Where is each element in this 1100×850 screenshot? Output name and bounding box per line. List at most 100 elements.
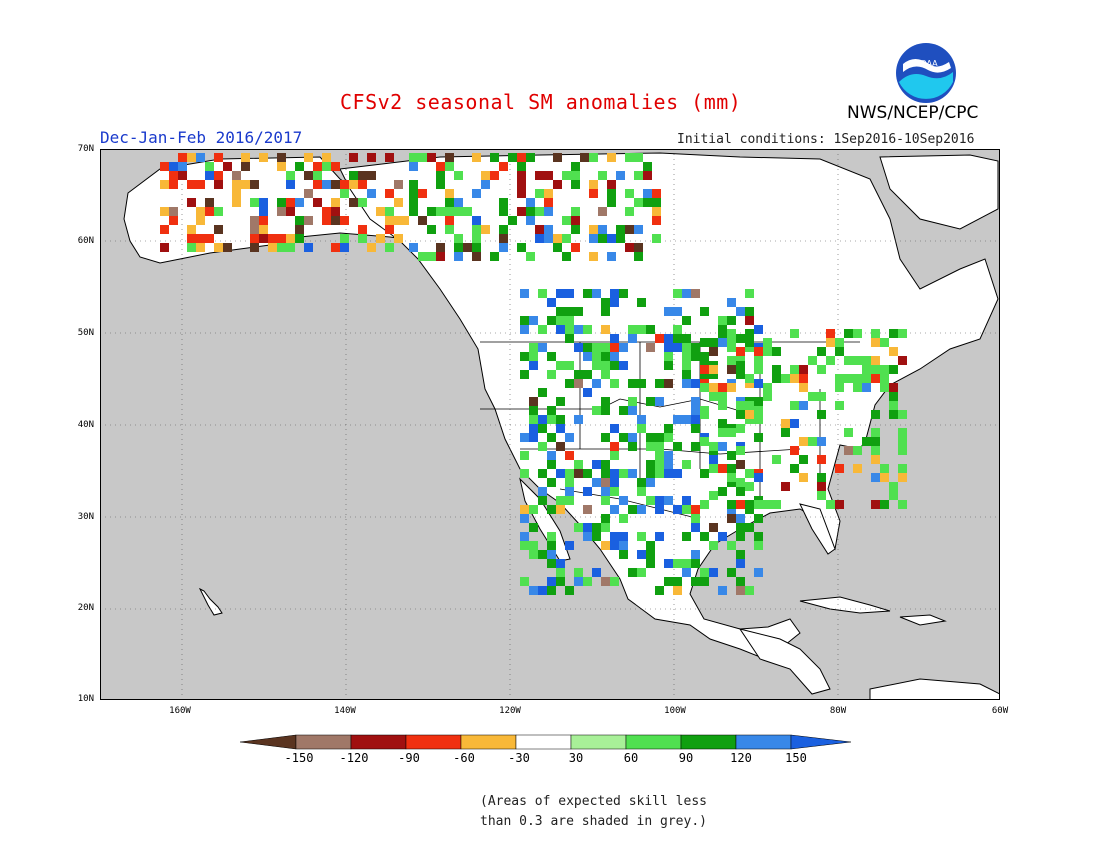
anomaly-cell [544,225,553,234]
anomaly-cell [835,383,844,392]
lat-label: 50N [77,328,94,338]
anomaly-cell [250,216,259,225]
anomaly-cell [646,496,655,505]
anomaly-cell [610,577,619,586]
anomaly-cell [763,383,772,392]
anomaly-cell [601,325,610,334]
anomaly-cell [808,437,817,446]
anomaly-cell [232,189,241,198]
anomaly-cell [871,356,880,365]
anomaly-cell [718,419,727,428]
anomaly-cell [709,442,718,451]
anomaly-cell [178,171,187,180]
anomaly-cell [862,374,871,383]
anomaly-cell [655,334,664,343]
anomaly-cell [736,352,745,361]
anomaly-cell [691,559,700,568]
anomaly-cell [601,406,610,415]
logo-text: NOAA [914,59,938,68]
anomaly-cell [754,514,763,523]
anomaly-cell [574,325,583,334]
anomaly-cell [637,298,646,307]
anomaly-cell [322,180,331,189]
anomaly-cell [547,550,556,559]
anomaly-cell [625,225,634,234]
anomaly-cell [571,216,580,225]
anomaly-cell [673,289,682,298]
anomaly-cell [643,198,652,207]
anomaly-cell [880,500,889,509]
anomaly-cell [601,514,610,523]
anomaly-cell [538,586,547,595]
anomaly-cell [853,464,862,473]
anomaly-cell [259,207,268,216]
anomaly-cell [610,532,619,541]
anomaly-cell [862,356,871,365]
anomaly-cell [259,153,268,162]
anomaly-cell [625,207,634,216]
anomaly-cell [562,234,571,243]
anomaly-cell [196,234,205,243]
anomaly-cell [565,289,574,298]
anomaly-cell [700,532,709,541]
anomaly-cell [409,198,418,207]
map-frame [100,149,1000,700]
anomaly-cell [646,343,655,352]
anomaly-cell [598,171,607,180]
anomaly-cell [529,397,538,406]
anomaly-cell [655,397,664,406]
anomaly-cell [589,252,598,261]
anomaly-cell [565,433,574,442]
anomaly-cell [646,433,655,442]
anomaly-cell [607,180,616,189]
anomaly-cell [436,252,445,261]
anomaly-cell [700,577,709,586]
anomaly-cell [709,541,718,550]
anomaly-cell [664,469,673,478]
anomaly-cell [529,406,538,415]
anomaly-cell [691,550,700,559]
anomaly-cell [241,180,250,189]
anomaly-cell [490,153,499,162]
anomaly-cell [871,428,880,437]
anomaly-cell [682,316,691,325]
anomaly-cell [556,496,565,505]
anomaly-cell [709,347,718,356]
anomaly-cell [637,487,646,496]
anomaly-cell [454,198,463,207]
anomaly-cell [691,442,700,451]
anomaly-cell [259,216,268,225]
anomaly-cell [727,316,736,325]
anomaly-cell [619,289,628,298]
anomaly-cell [472,243,481,252]
anomaly-cell [556,415,565,424]
anomaly-cell [619,496,628,505]
anomaly-cell [565,487,574,496]
anomaly-cell [718,316,727,325]
anomaly-cell [205,234,214,243]
anomaly-cell [286,243,295,252]
anomaly-cell [445,225,454,234]
soil-moisture-anomaly-map [100,149,1000,700]
anomaly-cell [409,153,418,162]
anomaly-cell [736,550,745,559]
anomaly-cell [889,392,898,401]
anomaly-cell [727,500,736,509]
anomaly-cell [673,415,682,424]
anomaly-cell [547,559,556,568]
anomaly-cell [169,216,178,225]
anomaly-cell [727,568,736,577]
anomaly-cell [718,383,727,392]
anomaly-cell [727,428,736,437]
anomaly-cell [817,410,826,419]
anomaly-cell [295,162,304,171]
anomaly-cell [898,329,907,338]
anomaly-cell [889,365,898,374]
anomaly-cell [277,243,286,252]
anomaly-cell [556,316,565,325]
anomaly-cell [628,406,637,415]
anomaly-cell [853,356,862,365]
anomaly-cell [538,325,547,334]
anomaly-cell [799,374,808,383]
anomaly-cell [520,541,529,550]
